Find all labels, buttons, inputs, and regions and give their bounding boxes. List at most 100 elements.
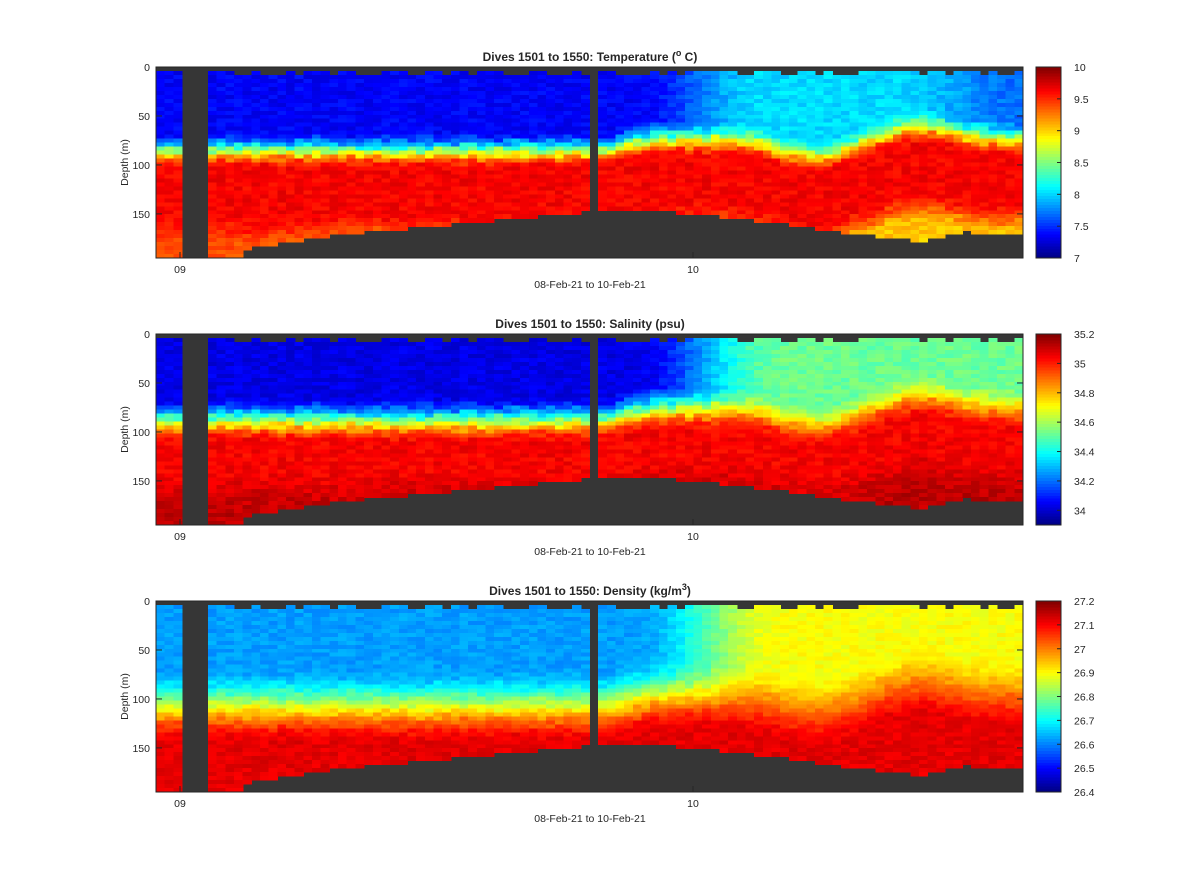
data-cell (312, 222, 322, 227)
data-cell (745, 130, 755, 136)
data-cell (762, 138, 773, 144)
data-cell (485, 134, 495, 140)
data-cell (329, 134, 339, 140)
data-cell (329, 158, 339, 164)
data-cell (208, 146, 218, 152)
data-cell (658, 178, 669, 183)
data-cell (788, 118, 799, 124)
data-cell (1014, 210, 1024, 215)
data-cell (260, 353, 270, 359)
data-cell (320, 353, 330, 359)
data-cell (286, 234, 296, 239)
colorbar-swatch (1036, 69, 1061, 74)
data-cell (312, 385, 322, 391)
data-cell (208, 202, 218, 207)
data-cell (927, 86, 937, 92)
data-cell (338, 345, 348, 351)
data-cell (364, 186, 374, 191)
data-cell (624, 130, 634, 136)
data-cell (242, 397, 252, 403)
data-cell (459, 94, 469, 100)
data-cell (407, 126, 417, 132)
data-cell (468, 106, 478, 112)
data-cell (606, 126, 617, 132)
data-cell (927, 222, 937, 227)
data-cell (797, 210, 807, 215)
data-cell (918, 110, 929, 116)
data-cell (260, 501, 270, 506)
data-cell (364, 162, 374, 168)
data-cell (814, 78, 825, 84)
data-cell (970, 114, 981, 120)
colorbar-swatch (1036, 240, 1061, 244)
data-cell (260, 357, 270, 363)
data-cell (320, 409, 330, 415)
data-cell (693, 178, 703, 183)
data-cell (450, 166, 461, 172)
data-cell (632, 102, 643, 108)
data-cell (459, 142, 469, 148)
data-cell (225, 521, 235, 526)
data-cell (537, 190, 547, 195)
data-cell (494, 126, 504, 132)
data-cell (381, 397, 391, 403)
data-cell (242, 162, 252, 168)
colorbar-swatch (1036, 210, 1061, 214)
data-cell (372, 361, 383, 367)
data-cell (970, 150, 981, 156)
data-cell (277, 102, 287, 108)
data-cell (537, 130, 547, 136)
data-cell (338, 461, 348, 466)
data-cell (476, 198, 487, 203)
data-cell (381, 74, 391, 80)
data-cell (338, 405, 348, 411)
data-cell (762, 170, 773, 176)
data-cell (242, 477, 252, 482)
data-cell (910, 138, 920, 144)
data-cell (286, 425, 296, 431)
data-cell (849, 214, 859, 219)
data-cell (797, 82, 807, 88)
data-cell (320, 234, 330, 239)
data-cell (892, 118, 903, 124)
data-cell (164, 373, 174, 379)
data-cell (650, 158, 660, 164)
data-cell (416, 134, 426, 140)
data-cell (355, 214, 365, 219)
data-cell (251, 489, 261, 494)
data-cell (901, 118, 911, 124)
data-cell (563, 194, 573, 199)
data-cell (416, 190, 426, 195)
data-cell (338, 393, 348, 399)
data-cell (936, 114, 946, 120)
data-cell (641, 190, 651, 195)
data-cell (944, 198, 955, 203)
data-cell (173, 150, 183, 156)
data-cell (953, 190, 963, 195)
data-cell (745, 202, 755, 207)
data-cell (173, 389, 183, 395)
data-cell (546, 194, 556, 199)
data-cell (563, 198, 573, 203)
data-cell (754, 142, 764, 148)
data-cell (546, 162, 556, 168)
data-cell (164, 393, 174, 399)
data-cell (459, 110, 469, 116)
data-cell (814, 194, 825, 199)
data-cell (364, 194, 374, 199)
data-cell (372, 150, 383, 156)
data-cell (390, 405, 400, 411)
data-cell (866, 202, 877, 207)
data-cell (754, 162, 764, 168)
data-cell (884, 182, 894, 187)
data-cell (537, 186, 547, 191)
data-cell (962, 162, 972, 168)
data-cell (225, 349, 235, 355)
data-cell (806, 78, 816, 84)
data-cell (996, 150, 1007, 156)
data-cell (736, 110, 747, 116)
data-cell (884, 110, 894, 116)
data-cell (962, 86, 972, 92)
data-cell (251, 186, 261, 191)
data-cell (468, 138, 478, 144)
